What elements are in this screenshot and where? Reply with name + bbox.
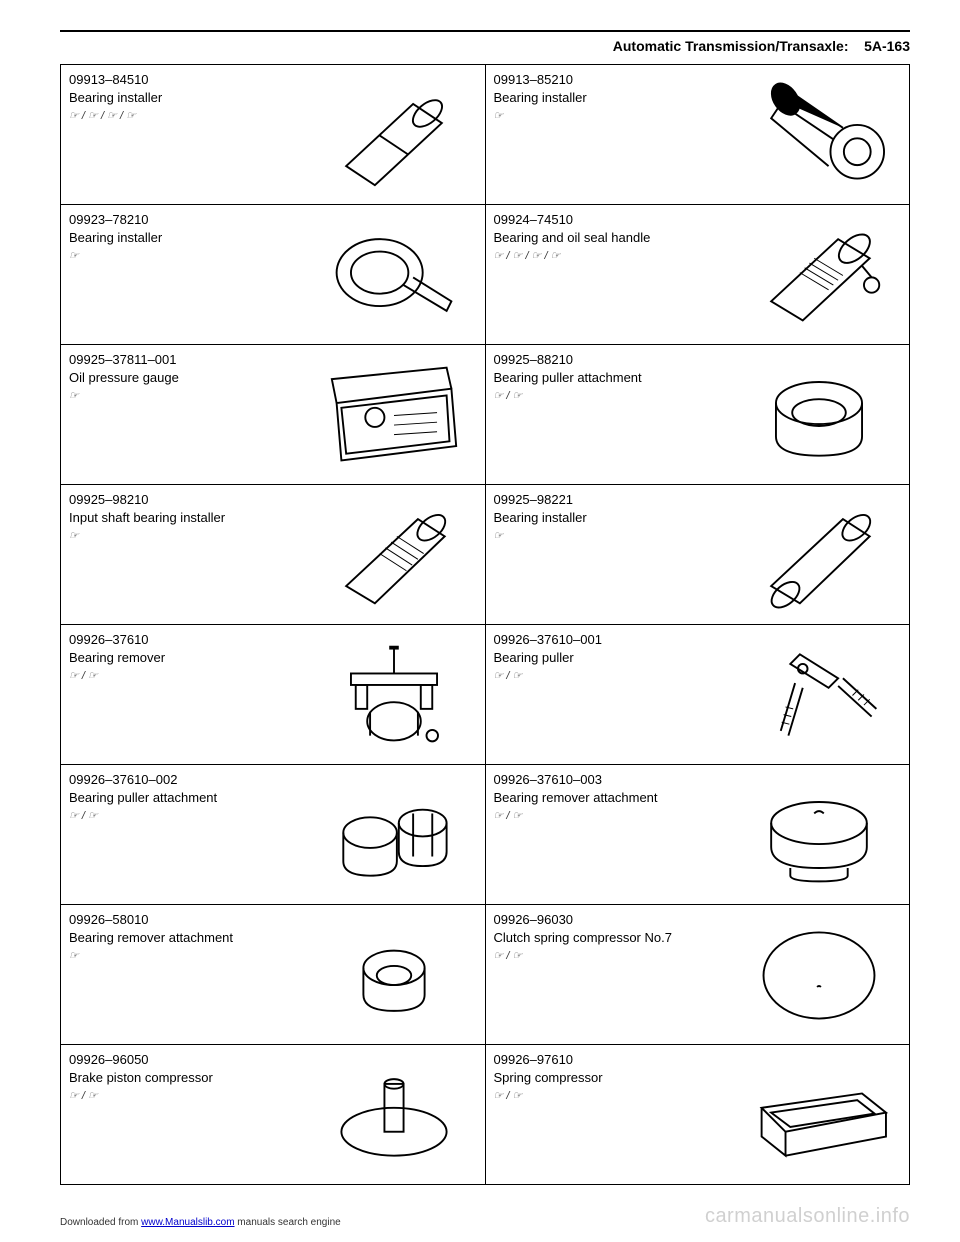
part-number: 09925–98221: [494, 491, 737, 509]
crossrefs: ☞ / ☞ / ☞ / ☞: [69, 109, 312, 124]
crossrefs: ☞: [494, 529, 737, 544]
footer-prefix: Downloaded from: [60, 1217, 141, 1228]
part-number: 09925–37811–001: [69, 351, 312, 369]
crossrefs: ☞: [69, 949, 312, 964]
page-header: Automatic Transmission/Transaxle: 5A-163: [60, 38, 910, 54]
tool-illustration: [312, 1051, 477, 1178]
crossrefs: ☞ / ☞: [494, 389, 737, 404]
part-number: 09926–37610–002: [69, 771, 312, 789]
tool-illustration: [312, 71, 477, 198]
part-name: Bearing installer: [69, 89, 312, 107]
part-name: Bearing installer: [494, 89, 737, 107]
part-name: Bearing installer: [69, 229, 312, 247]
tool-illustration: [736, 1051, 901, 1178]
part-number: 09926–58010: [69, 911, 312, 929]
crossrefs: ☞ / ☞: [494, 669, 737, 684]
header-rule: [60, 30, 910, 32]
crossrefs: ☞ / ☞: [69, 809, 312, 824]
part-number: 09925–98210: [69, 491, 312, 509]
part-number: 09926–37610–003: [494, 771, 737, 789]
part-name: Oil pressure gauge: [69, 369, 312, 387]
tool-illustration: [736, 211, 901, 338]
tool-illustration: [736, 491, 901, 618]
part-number: 09913–84510: [69, 71, 312, 89]
part-number: 09926–96030: [494, 911, 737, 929]
tool-illustration: [736, 771, 901, 898]
part-name: Bearing remover attachment: [69, 929, 312, 947]
part-number: 09923–78210: [69, 211, 312, 229]
tool-illustration: [312, 631, 477, 758]
crossrefs: ☞ / ☞: [69, 669, 312, 684]
part-name: Spring compressor: [494, 1069, 737, 1087]
crossrefs: ☞: [69, 389, 312, 404]
section-title: Automatic Transmission/Transaxle:: [613, 38, 849, 54]
crossrefs: ☞ / ☞: [494, 949, 737, 964]
tool-illustration: [312, 491, 477, 618]
part-number: 09925–88210: [494, 351, 737, 369]
tool-illustration: [736, 631, 901, 758]
crossrefs: ☞ / ☞: [69, 1089, 312, 1104]
part-name: Bearing installer: [494, 509, 737, 527]
part-name: Clutch spring compressor No.7: [494, 929, 737, 947]
part-name: Bearing puller: [494, 649, 737, 667]
crossrefs: ☞: [494, 109, 737, 124]
part-name: Bearing remover: [69, 649, 312, 667]
part-number: 09926–96050: [69, 1051, 312, 1069]
part-number: 09924–74510: [494, 211, 737, 229]
part-number: 09926–97610: [494, 1051, 737, 1069]
manualslib-link[interactable]: www.Manualslib.com: [141, 1217, 234, 1228]
part-name: Bearing and oil seal handle: [494, 229, 737, 247]
part-name: Bearing puller attachment: [69, 789, 312, 807]
part-name: Bearing puller attachment: [494, 369, 737, 387]
part-name: Input shaft bearing installer: [69, 509, 312, 527]
footer-download: Downloaded from www.Manualslib.com manua…: [60, 1217, 341, 1228]
tool-illustration: [312, 911, 477, 1038]
crossrefs: ☞: [69, 249, 312, 264]
tool-illustration: [736, 351, 901, 478]
part-number: 09926–37610–001: [494, 631, 737, 649]
crossrefs: ☞ / ☞ / ☞ / ☞: [494, 249, 737, 264]
watermark: carmanualsonline.info: [705, 1205, 910, 1228]
tool-illustration: [312, 211, 477, 338]
tool-illustration: [736, 911, 901, 1038]
crossrefs: ☞: [69, 529, 312, 544]
tools-table: 09913–84510Bearing installer☞ / ☞ / ☞ / …: [60, 64, 910, 1185]
tool-illustration: [736, 71, 901, 198]
tool-illustration: [312, 771, 477, 898]
part-name: Brake piston compressor: [69, 1069, 312, 1087]
footer-suffix: manuals search engine: [235, 1217, 341, 1228]
tool-illustration: [312, 351, 477, 478]
part-name: Bearing remover attachment: [494, 789, 737, 807]
crossrefs: ☞ / ☞: [494, 1089, 737, 1104]
page-number: 5A-163: [864, 38, 910, 54]
crossrefs: ☞ / ☞: [494, 809, 737, 824]
part-number: 09913–85210: [494, 71, 737, 89]
part-number: 09926–37610: [69, 631, 312, 649]
